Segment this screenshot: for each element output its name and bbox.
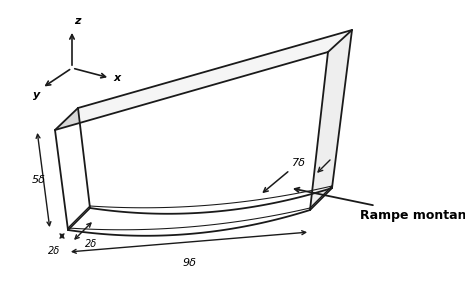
Text: y: y xyxy=(33,90,40,100)
Text: 2δ: 2δ xyxy=(48,246,60,256)
Text: z: z xyxy=(74,16,80,26)
Polygon shape xyxy=(55,108,90,230)
Text: 7δ: 7δ xyxy=(292,158,306,168)
Polygon shape xyxy=(310,30,352,210)
Text: 2δ: 2δ xyxy=(85,239,97,249)
Polygon shape xyxy=(55,30,352,130)
Text: 5δ: 5δ xyxy=(32,175,46,185)
Text: 9δ: 9δ xyxy=(182,258,196,268)
Text: Rampe montante: Rampe montante xyxy=(295,188,465,221)
Text: x: x xyxy=(113,73,120,83)
Polygon shape xyxy=(55,52,328,236)
